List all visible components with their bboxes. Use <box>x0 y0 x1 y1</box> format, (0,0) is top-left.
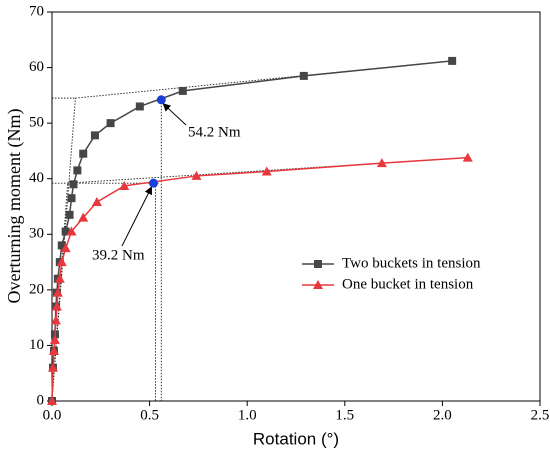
data-point <box>61 227 70 236</box>
y-tick-label: 40 <box>29 170 44 186</box>
y-axis-label: Overturning moment (Nm) <box>4 109 25 304</box>
x-axis-label: Rotation (°) <box>253 429 339 448</box>
data-point <box>54 273 65 283</box>
y-tick-label: 70 <box>29 3 44 19</box>
data-point <box>67 194 76 203</box>
annotation: 39.2 Nm <box>92 247 145 263</box>
data-point <box>462 152 473 162</box>
data-point <box>261 166 272 176</box>
data-point <box>79 149 88 158</box>
y-tick-label: 30 <box>29 226 44 242</box>
annotation: 54.2 Nm <box>188 124 241 140</box>
y-tick-label: 20 <box>29 281 44 297</box>
data-point <box>50 315 61 325</box>
legend-label: One bucket in tension <box>342 276 474 292</box>
data-point <box>49 334 60 344</box>
data-point <box>69 180 78 189</box>
data-point <box>299 71 308 80</box>
data-point <box>191 170 202 180</box>
highlight-point <box>149 178 159 188</box>
x-tick-label: 0.5 <box>140 407 159 423</box>
data-point <box>47 362 58 372</box>
data-point <box>119 180 130 190</box>
data-point <box>376 158 387 168</box>
data-point <box>448 56 457 65</box>
legend-marker <box>313 280 323 289</box>
series-line <box>51 60 453 402</box>
plot-frame <box>51 11 541 402</box>
guide-line <box>51 98 76 402</box>
legend-label: Two buckets in tension <box>342 255 481 271</box>
data-point <box>52 287 63 297</box>
data-point <box>57 241 66 250</box>
x-tick-label: 1.0 <box>238 407 257 423</box>
data-point <box>56 257 67 267</box>
data-point <box>66 226 77 236</box>
annotation-arrow <box>162 103 187 126</box>
data-point <box>91 197 102 207</box>
x-tick-label: 2.0 <box>433 407 452 423</box>
data-point <box>60 243 71 253</box>
x-tick-label: 2.5 <box>531 407 550 423</box>
y-tick-label: 10 <box>29 337 44 353</box>
y-tick-label: 60 <box>29 59 44 75</box>
data-point <box>78 212 89 222</box>
x-tick-label: 0.0 <box>43 407 62 423</box>
data-point <box>65 210 74 219</box>
y-tick-label: 50 <box>29 115 44 131</box>
annotation-arrow <box>121 186 152 247</box>
data-point <box>178 86 187 95</box>
data-point <box>90 131 99 140</box>
data-point <box>73 166 82 175</box>
x-tick-label: 1.5 <box>335 407 354 423</box>
data-point <box>47 396 57 405</box>
data-point <box>106 119 115 128</box>
legend-marker <box>314 260 322 268</box>
data-point <box>135 102 144 111</box>
data-point <box>51 301 62 311</box>
data-point <box>48 345 59 355</box>
highlight-point <box>156 95 166 105</box>
y-tick-label: 0 <box>37 392 45 408</box>
